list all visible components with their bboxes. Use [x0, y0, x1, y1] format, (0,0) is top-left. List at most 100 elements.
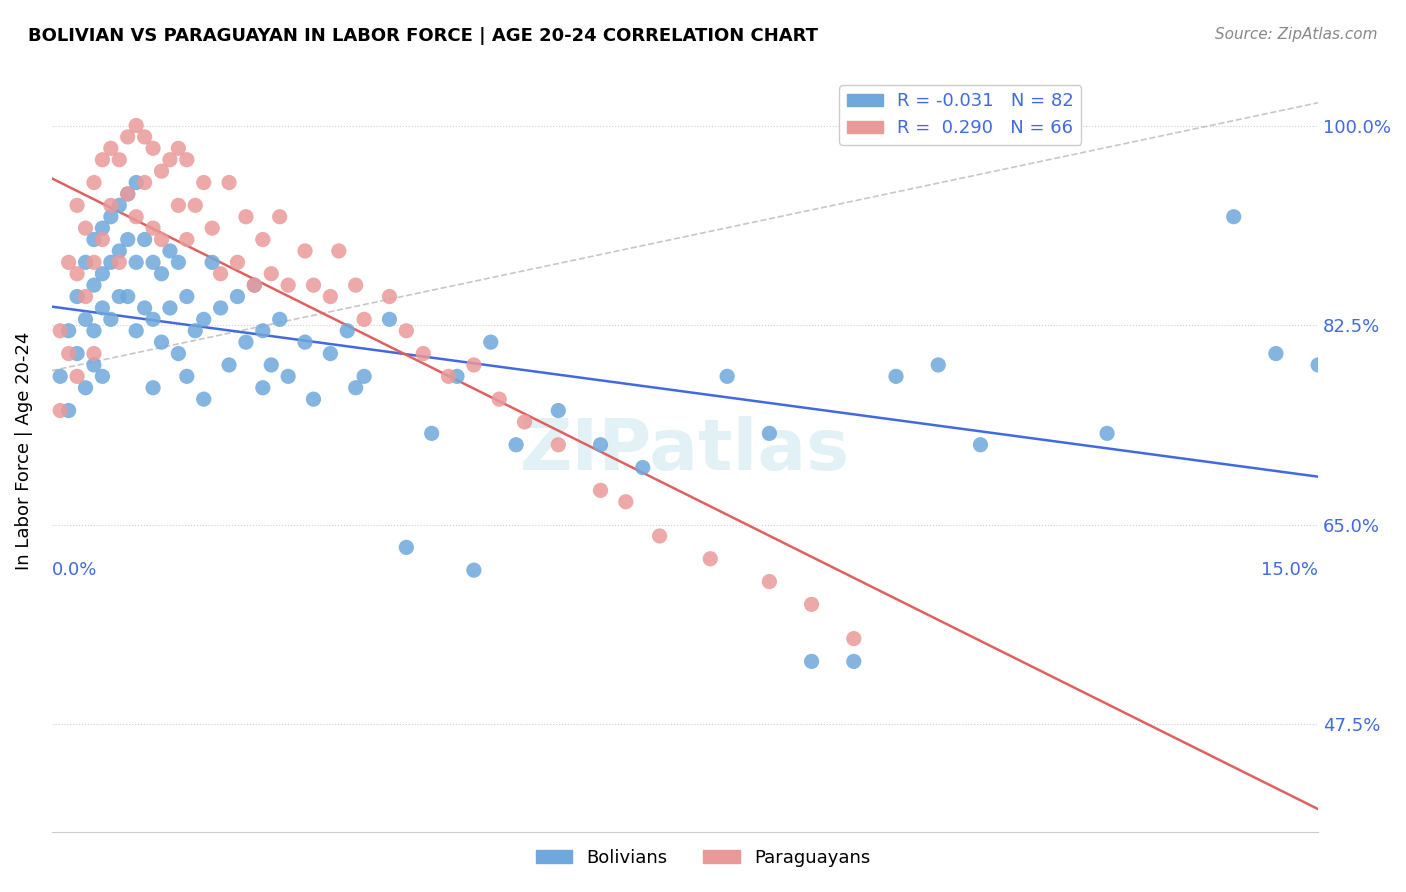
- Point: [91, 369, 114, 384]
- Point: [209, 301, 232, 315]
- Point: [302, 392, 325, 406]
- Point: [252, 233, 274, 247]
- Point: [243, 278, 266, 293]
- Point: [125, 176, 148, 190]
- Point: [344, 381, 367, 395]
- Point: [125, 210, 148, 224]
- Point: [260, 358, 283, 372]
- Point: [167, 346, 190, 360]
- Point: [218, 176, 240, 190]
- Point: [83, 278, 105, 293]
- Point: [167, 141, 190, 155]
- Point: [243, 278, 266, 293]
- Point: [547, 438, 569, 452]
- Point: [235, 335, 257, 350]
- Point: [353, 369, 375, 384]
- Point: [446, 369, 468, 384]
- Point: [134, 130, 156, 145]
- Point: [353, 312, 375, 326]
- Point: [134, 301, 156, 315]
- Point: [159, 244, 181, 258]
- Point: [319, 346, 342, 360]
- Point: [235, 210, 257, 224]
- Point: [758, 574, 780, 589]
- Point: [294, 335, 316, 350]
- Point: [125, 324, 148, 338]
- Point: [91, 301, 114, 315]
- Point: [547, 403, 569, 417]
- Point: [100, 255, 122, 269]
- Point: [49, 403, 72, 417]
- Point: [395, 324, 418, 338]
- Point: [108, 153, 131, 167]
- Legend: Bolivians, Paraguayans: Bolivians, Paraguayans: [529, 842, 877, 874]
- Point: [49, 369, 72, 384]
- Point: [150, 335, 173, 350]
- Point: [176, 369, 198, 384]
- Point: [58, 324, 80, 338]
- Point: [193, 392, 215, 406]
- Point: [75, 255, 97, 269]
- Point: [176, 233, 198, 247]
- Point: [142, 381, 165, 395]
- Point: [269, 210, 291, 224]
- Point: [117, 289, 139, 303]
- Point: [277, 278, 299, 293]
- Point: [91, 267, 114, 281]
- Point: [800, 654, 823, 668]
- Point: [378, 289, 401, 303]
- Text: 15.0%: 15.0%: [1261, 561, 1319, 579]
- Point: [193, 312, 215, 326]
- Point: [66, 346, 89, 360]
- Point: [66, 267, 89, 281]
- Text: 0.0%: 0.0%: [52, 561, 97, 579]
- Point: [513, 415, 536, 429]
- Point: [1222, 210, 1244, 224]
- Point: [344, 278, 367, 293]
- Point: [66, 369, 89, 384]
- Point: [758, 426, 780, 441]
- Point: [302, 278, 325, 293]
- Point: [699, 551, 721, 566]
- Point: [75, 312, 97, 326]
- Point: [614, 495, 637, 509]
- Point: [378, 312, 401, 326]
- Point: [631, 460, 654, 475]
- Point: [226, 255, 249, 269]
- Point: [83, 358, 105, 372]
- Point: [142, 141, 165, 155]
- Point: [100, 312, 122, 326]
- Point: [108, 255, 131, 269]
- Point: [91, 221, 114, 235]
- Text: BOLIVIAN VS PARAGUAYAN IN LABOR FORCE | AGE 20-24 CORRELATION CHART: BOLIVIAN VS PARAGUAYAN IN LABOR FORCE | …: [28, 27, 818, 45]
- Point: [252, 381, 274, 395]
- Point: [209, 267, 232, 281]
- Point: [91, 233, 114, 247]
- Point: [716, 369, 738, 384]
- Point: [66, 198, 89, 212]
- Point: [294, 244, 316, 258]
- Point: [648, 529, 671, 543]
- Point: [108, 198, 131, 212]
- Point: [842, 632, 865, 646]
- Point: [589, 483, 612, 498]
- Y-axis label: In Labor Force | Age 20-24: In Labor Force | Age 20-24: [15, 331, 32, 570]
- Point: [176, 153, 198, 167]
- Point: [927, 358, 949, 372]
- Point: [49, 324, 72, 338]
- Point: [117, 186, 139, 201]
- Point: [75, 221, 97, 235]
- Point: [167, 198, 190, 212]
- Point: [176, 289, 198, 303]
- Point: [100, 141, 122, 155]
- Point: [437, 369, 460, 384]
- Point: [125, 255, 148, 269]
- Text: Source: ZipAtlas.com: Source: ZipAtlas.com: [1215, 27, 1378, 42]
- Point: [336, 324, 359, 338]
- Point: [589, 438, 612, 452]
- Point: [1308, 358, 1330, 372]
- Point: [218, 358, 240, 372]
- Point: [884, 369, 907, 384]
- Point: [479, 335, 502, 350]
- Point: [159, 301, 181, 315]
